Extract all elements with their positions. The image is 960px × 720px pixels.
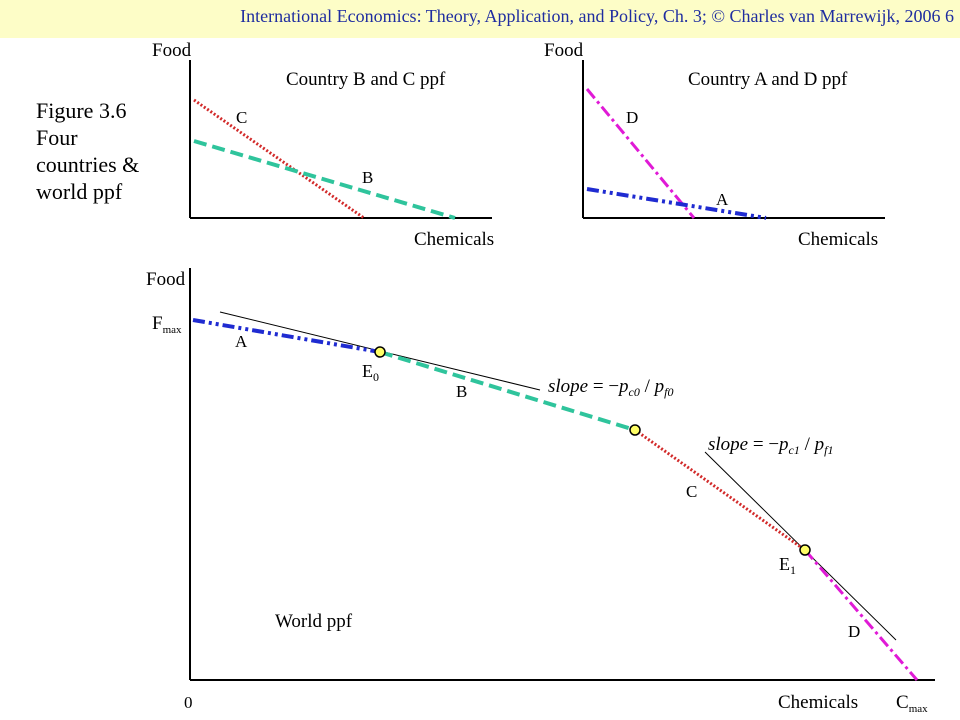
- panel-ad-curve-d-label: D: [626, 108, 638, 127]
- panel-ad-curve-a-label: A: [716, 190, 729, 209]
- world-segment-c: [634, 428, 806, 552]
- world-x-label: Chemicals: [778, 692, 858, 713]
- panel-bc-curve-b: [193, 139, 456, 220]
- world-origin-label: 0: [184, 693, 193, 712]
- panel-bc-x-label: Chemicals: [414, 229, 494, 250]
- point-e0-main: E: [362, 361, 373, 381]
- panel-world: Food Chemicals 0 World ppf Fmax Cmax A B…: [146, 268, 935, 715]
- world-segment-d-label: D: [848, 622, 860, 641]
- world-segment-a: [192, 318, 381, 354]
- price-line-1: [704, 451, 897, 641]
- slope0-p2-sub: f0: [664, 385, 673, 399]
- world-segment-b-label: B: [456, 382, 467, 401]
- slope0-eq: = −: [588, 376, 619, 397]
- slope1-p1: p: [777, 434, 789, 455]
- caption-line-4: world ppf: [36, 179, 123, 204]
- panel-bc-title: Country B and C ppf: [286, 69, 446, 90]
- panel-bc-curve-b-label: B: [362, 168, 373, 187]
- panel-ad: Food Chemicals Country A and D ppf D A: [544, 40, 885, 250]
- caption-line-3: countries &: [36, 152, 140, 177]
- point-e0: [374, 346, 386, 358]
- world-segment-d: [803, 549, 919, 681]
- slide-header: International Economics: Theory, Applica…: [0, 0, 960, 38]
- header-title: International Economics: Theory, Applica…: [240, 6, 954, 26]
- world-y-label: Food: [146, 269, 186, 290]
- figure-caption: Figure 3.6 Four countries & world ppf: [36, 97, 139, 205]
- point-kink-bc: [629, 424, 641, 436]
- point-e1-sub: 1: [790, 563, 796, 577]
- slope1-p1-sub: c1: [789, 443, 800, 457]
- world-segment-a-label: A: [235, 332, 248, 351]
- world-cmax-label: Cmax: [896, 692, 928, 715]
- world-title: World ppf: [275, 611, 353, 632]
- slope0-slash: /: [640, 376, 655, 397]
- point-e1-label: E1: [779, 554, 796, 577]
- slope-formula-0: slope = −pc0 / pf0: [548, 376, 674, 399]
- slope0-p2: p: [653, 376, 665, 397]
- point-e0-label: E0: [362, 361, 379, 384]
- world-fmax-sub: max: [163, 324, 182, 336]
- slope1-eq: = −: [748, 434, 779, 455]
- slope1-word: slope: [708, 434, 748, 455]
- panel-ad-title: Country A and D ppf: [688, 69, 848, 90]
- point-e1: [799, 544, 811, 556]
- world-segment-c-label: C: [686, 482, 697, 501]
- world-fmax-label: Fmax: [152, 313, 182, 336]
- slope1-p2-sub: f1: [824, 443, 833, 457]
- panel-ad-x-label: Chemicals: [798, 229, 878, 250]
- panel-ad-curve-d: [585, 88, 696, 219]
- panel-bc: Food Chemicals Country B and C ppf C B: [152, 40, 494, 250]
- panel-ad-y-label: Food: [544, 40, 584, 61]
- point-e1-main: E: [779, 554, 790, 574]
- caption-line-2: Four: [36, 125, 78, 150]
- point-e0-sub: 0: [373, 370, 379, 384]
- panel-ad-curve-a: [586, 187, 767, 220]
- world-cmax-sub: max: [909, 703, 928, 715]
- slope1-slash: /: [800, 434, 815, 455]
- slope0-p1-sub: c0: [629, 385, 640, 399]
- world-fmax-main: F: [152, 313, 163, 334]
- caption-line-1: Figure 3.6: [36, 98, 127, 123]
- world-cmax-main: C: [896, 692, 909, 713]
- panel-bc-curve-c-label: C: [236, 108, 247, 127]
- slope0-p1: p: [617, 376, 629, 397]
- slope-formula-1: slope = −pc1 / pf1: [708, 434, 834, 457]
- world-segment-b: [379, 350, 636, 432]
- slope1-p2: p: [813, 434, 825, 455]
- slope0-word: slope: [548, 376, 588, 397]
- panel-bc-curve-c: [193, 98, 365, 220]
- panel-bc-y-label: Food: [152, 40, 192, 61]
